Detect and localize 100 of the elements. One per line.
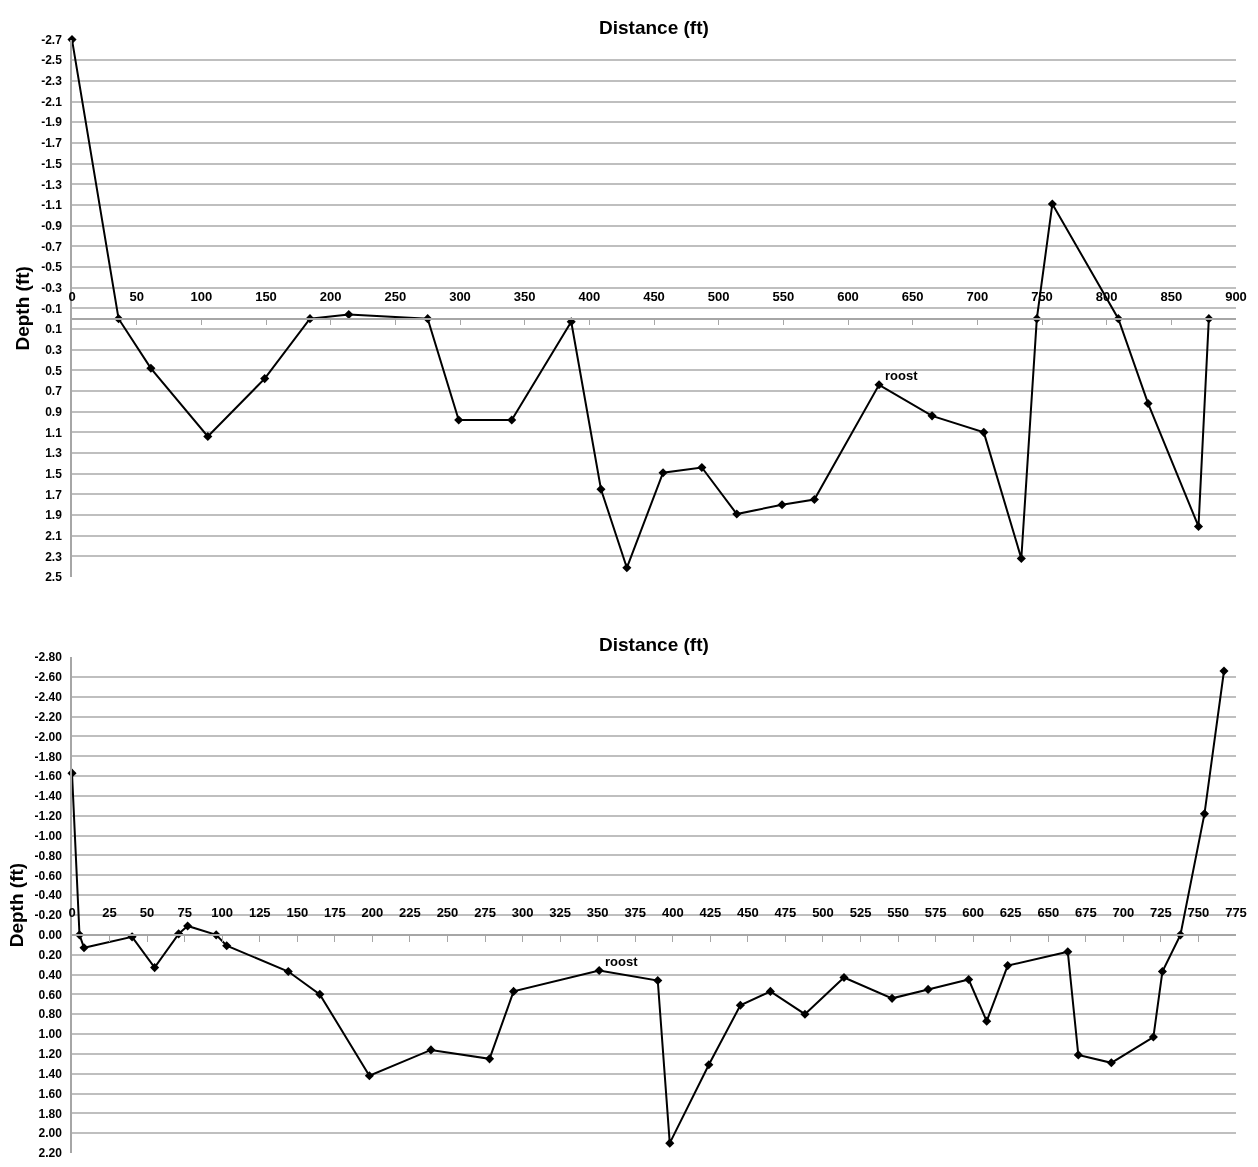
point [203, 431, 213, 442]
y-tick-label: 0.60 [38, 987, 63, 1002]
point [1063, 947, 1073, 957]
y-tick-label: 0.80 [38, 1007, 63, 1022]
y-tick-label: -1.1 [41, 198, 63, 213]
x-tick-label: 500 [812, 904, 834, 920]
point [596, 484, 606, 494]
y-tick-label: -2.3 [41, 74, 63, 89]
y-tick-label: 2.1 [45, 528, 63, 543]
x-tick-label: 600 [962, 904, 985, 920]
x-tick-label: 600 [837, 288, 859, 304]
point [622, 563, 632, 573]
x-tick-label: 250 [384, 288, 407, 304]
x-tick-label: 0 [68, 904, 76, 920]
point [927, 411, 937, 421]
point [1219, 666, 1229, 676]
x-tick-label: 200 [319, 288, 342, 304]
point [887, 993, 897, 1003]
x-tick-label: 0 [68, 288, 76, 304]
x-tick-label: 350 [513, 288, 536, 304]
point [79, 943, 89, 953]
y-tick-label: -1.00 [34, 828, 63, 843]
y-tick-label: 2.5 [45, 570, 63, 585]
x-tick-label: 475 [774, 904, 797, 920]
x-tick-label: 500 [707, 288, 730, 304]
x-tick-label: 400 [578, 288, 601, 304]
y-axis-title: Depth (ft) [5, 862, 27, 948]
x-tick-label: 325 [549, 904, 571, 920]
x-tick-label: 675 [1074, 904, 1097, 920]
x-tick-label: 50 [129, 288, 144, 304]
y-tick-label: 0.3 [45, 342, 63, 357]
point [509, 986, 519, 996]
x-tick-label: 200 [361, 904, 384, 920]
point [1193, 521, 1204, 531]
annotation: roost [885, 368, 919, 383]
x-tick-label: 750 [1187, 904, 1210, 920]
point [260, 374, 270, 384]
x-tick-label: 450 [737, 904, 759, 920]
point [665, 1138, 675, 1148]
y-tick-label: -2.5 [41, 53, 63, 68]
y-tick-label: -1.40 [34, 789, 63, 804]
y-tick-label: -2.7 [41, 32, 63, 47]
y-tick-label: -0.60 [34, 868, 63, 883]
y-tick-label: 1.40 [38, 1066, 63, 1081]
point [697, 462, 707, 473]
x-tick-label: 350 [586, 904, 609, 920]
point [146, 363, 156, 373]
x-tick-label: 300 [449, 288, 471, 304]
y-tick-label: 2.3 [45, 549, 63, 564]
point [777, 500, 787, 510]
y-tick-label: -0.1 [41, 301, 63, 316]
y-tick-label: -0.5 [41, 260, 63, 275]
point [704, 1060, 714, 1070]
point [594, 966, 604, 976]
point [809, 495, 819, 505]
x-tick-label: 900 [1225, 288, 1247, 304]
point [454, 415, 464, 425]
x-axis-title: Distance (ft) [599, 17, 709, 38]
x-tick-label: 550 [887, 904, 909, 920]
y-tick-label: 0.20 [38, 947, 63, 962]
y-tick-label: -1.80 [34, 749, 63, 764]
y-tick-label: 2.00 [38, 1126, 63, 1141]
x-tick-label: 425 [699, 904, 722, 920]
point [982, 1016, 992, 1026]
y-tick-label: 1.80 [38, 1106, 63, 1121]
y-tick-label: -2.60 [34, 670, 63, 685]
y-tick-label: -2.00 [34, 729, 63, 744]
x-tick-label: 375 [624, 904, 647, 920]
y-axis-title: Depth (ft) [12, 266, 34, 351]
y-tick-label: 2.20 [38, 1146, 63, 1161]
x-tick-label: 850 [1160, 288, 1183, 304]
y-tick-label: 0.7 [45, 384, 63, 399]
y-tick-label: 0.40 [38, 967, 63, 982]
y-tick-label: -1.3 [41, 177, 63, 192]
x-tick-label: 175 [323, 904, 346, 920]
point [1016, 553, 1026, 564]
point [874, 380, 884, 390]
point [1148, 1032, 1158, 1042]
point [732, 509, 742, 519]
point [484, 1054, 495, 1064]
point [566, 317, 576, 327]
y-tick-label: 0.00 [38, 928, 63, 943]
x-tick-label: 525 [849, 904, 872, 920]
point [735, 1000, 745, 1010]
point [183, 921, 193, 931]
point [315, 989, 325, 999]
y-tick-label: -2.1 [41, 94, 63, 109]
y-tick-label: 0.1 [45, 322, 63, 337]
y-tick-label: 0.5 [45, 363, 63, 378]
x-tick-label: 125 [248, 904, 271, 920]
y-tick-label: -0.7 [41, 239, 63, 254]
y-tick-label: 0.9 [45, 404, 63, 419]
y-tick-label: -0.20 [34, 908, 63, 923]
x-tick-label: 575 [924, 904, 947, 920]
x-tick-label: 700 [1112, 904, 1135, 920]
x-tick-label: 725 [1150, 904, 1172, 920]
y-tick-label: -2.80 [34, 650, 63, 665]
x-tick-label: 625 [999, 904, 1022, 920]
x-tick-label: 25 [102, 904, 117, 920]
point [1143, 398, 1153, 408]
